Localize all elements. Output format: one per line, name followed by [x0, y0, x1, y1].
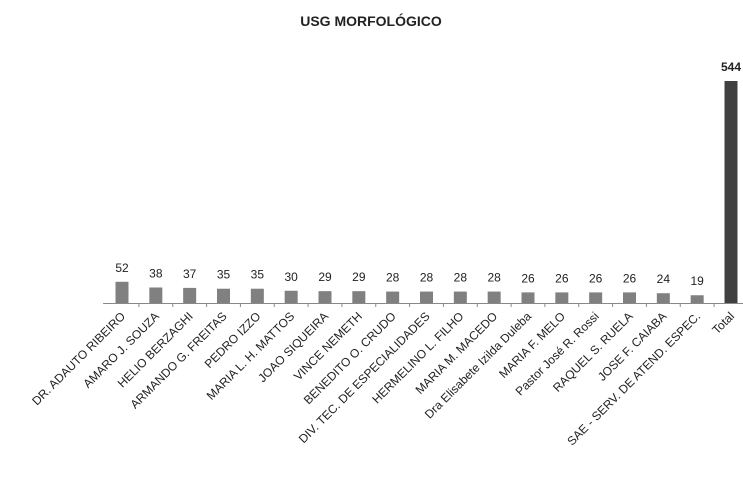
value-label: 24 [657, 272, 671, 286]
value-label: 52 [115, 261, 129, 275]
bar [724, 81, 738, 303]
bar [183, 287, 197, 303]
value-label: 26 [589, 271, 603, 285]
value-label: 26 [521, 271, 535, 285]
value-label: 29 [318, 270, 332, 284]
value-label: 35 [251, 268, 265, 282]
bar [521, 292, 535, 303]
value-label: 26 [555, 271, 569, 285]
bar [656, 293, 670, 303]
bar [386, 291, 400, 303]
bar [149, 287, 163, 303]
x-tick-label: Total [709, 309, 737, 337]
bar [115, 281, 129, 303]
bar [318, 291, 332, 303]
bar [217, 288, 230, 303]
bar [250, 288, 264, 303]
bar [487, 291, 501, 303]
value-label: 30 [284, 270, 298, 284]
bar [555, 292, 569, 303]
value-label: 37 [183, 267, 197, 281]
bar [284, 290, 298, 303]
value-label: 26 [623, 271, 637, 285]
value-label: 19 [690, 274, 704, 288]
chart-title: USG MORFOLÓGICO [300, 12, 442, 29]
bar [420, 291, 433, 303]
bar [623, 292, 636, 303]
value-label: 29 [352, 270, 366, 284]
value-label: 28 [454, 271, 468, 285]
bar [352, 291, 366, 303]
bar [690, 295, 704, 303]
value-label: 28 [420, 271, 434, 285]
value-label: 28 [487, 271, 501, 285]
bar [453, 291, 467, 303]
value-label: 35 [217, 268, 231, 282]
bar [589, 292, 603, 303]
value-label: 544 [721, 60, 741, 74]
value-label: 38 [149, 266, 163, 280]
value-label: 28 [386, 271, 400, 285]
